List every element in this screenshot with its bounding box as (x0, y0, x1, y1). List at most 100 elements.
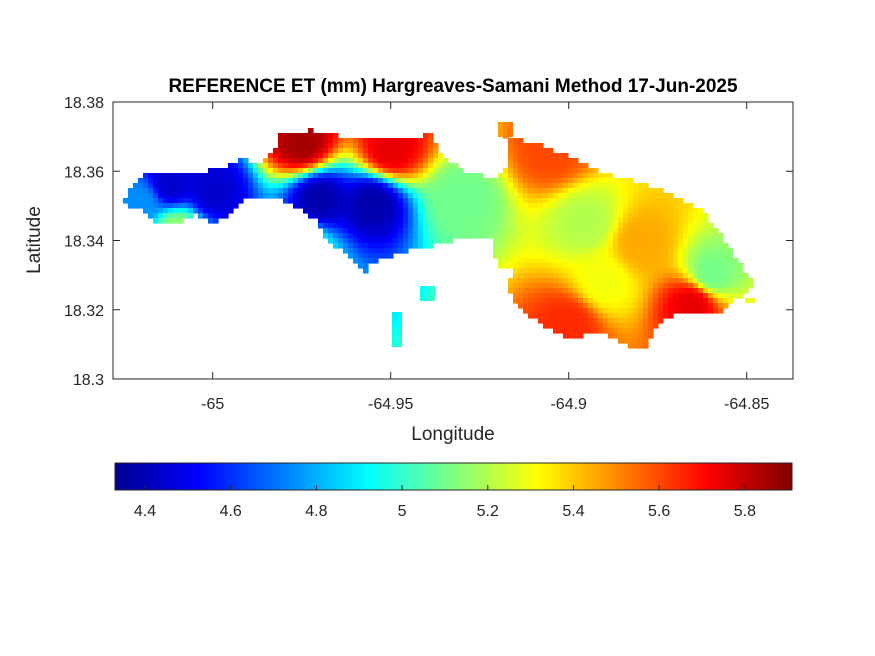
heatmap-cell (528, 228, 534, 234)
heatmap-cell (498, 213, 504, 219)
heatmap-cell (528, 238, 534, 244)
heatmap-cell (393, 158, 399, 164)
heatmap-cell (528, 143, 534, 149)
heatmap-cell (673, 218, 679, 224)
heatmap-cell (423, 148, 429, 154)
x-tick-label: -64.9 (550, 396, 587, 413)
heatmap-cell (163, 203, 169, 209)
heatmap-cell (563, 233, 569, 239)
heatmap-cell (523, 283, 529, 289)
heatmap-cell (188, 183, 194, 189)
heatmap-cell (358, 153, 364, 159)
heatmap-cell (723, 283, 729, 289)
heatmap-cell (708, 283, 714, 289)
heatmap-cell (278, 138, 284, 144)
heatmap-cell (593, 253, 599, 259)
heatmap-cell (548, 238, 554, 244)
heatmap-cell (723, 293, 729, 299)
heatmap-cell (668, 233, 674, 239)
heatmap-cell (348, 143, 354, 149)
heatmap-cell (568, 223, 574, 229)
heatmap-cell (598, 243, 604, 249)
heatmap-cell (508, 183, 514, 189)
heatmap-cell (568, 268, 574, 274)
heatmap-cell (508, 122, 513, 127)
heatmap-cell (433, 223, 439, 229)
heatmap-cell (323, 158, 329, 164)
heatmap-cell (158, 208, 164, 214)
heatmap-cell (428, 213, 434, 219)
heatmap-cell (308, 168, 314, 174)
heatmap-cell (618, 338, 624, 344)
heatmap-cell (493, 198, 499, 204)
heatmap-cell (558, 198, 564, 204)
heatmap-cell (543, 148, 549, 154)
heatmap-cell (648, 288, 654, 294)
heatmap-cell (643, 233, 649, 239)
heatmap-cell (328, 233, 334, 239)
heatmap-cell (593, 198, 599, 204)
heatmap-cell (558, 313, 564, 319)
heatmap-cell (608, 258, 614, 264)
heatmap-cell (513, 258, 519, 264)
heatmap-cell (523, 193, 529, 199)
heatmap-cell (548, 248, 554, 254)
heatmap-cell (633, 273, 639, 279)
heatmap-cell (538, 198, 544, 204)
heatmap-cell (333, 193, 339, 199)
heatmap-cell (543, 273, 549, 279)
heatmap-cell (373, 218, 379, 224)
heatmap-cell (263, 158, 269, 164)
heatmap-cell (478, 198, 484, 204)
heatmap-cell (623, 333, 629, 339)
heatmap-cell (553, 303, 559, 309)
heatmap-cell (268, 193, 274, 199)
heatmap-cell (398, 138, 404, 144)
heatmap-cell (233, 163, 239, 169)
heatmap-cell (397, 327, 402, 332)
heatmap-cell (643, 338, 649, 344)
heatmap-cell (303, 208, 309, 214)
heatmap-cell (438, 198, 444, 204)
heatmap-cell (308, 198, 314, 204)
heatmap-cell (528, 223, 534, 229)
heatmap-cell (713, 258, 719, 264)
heatmap-cell (433, 208, 439, 214)
heatmap-cell (383, 163, 389, 169)
heatmap-cell (668, 218, 674, 224)
heatmap-cell (673, 303, 679, 309)
heatmap-cell (618, 188, 624, 194)
heatmap-cell (433, 148, 439, 154)
heatmap-cell (263, 183, 269, 189)
heatmap-cell (363, 268, 369, 274)
heatmap-cell (253, 193, 259, 199)
heatmap-cell (423, 213, 429, 219)
heatmap-cell (568, 198, 574, 204)
heatmap-cell (333, 228, 339, 234)
heatmap-cell (383, 168, 389, 174)
heatmap-cell (683, 223, 689, 229)
heatmap-cell (738, 263, 744, 269)
heatmap-cell (678, 243, 684, 249)
heatmap-cell (513, 253, 519, 259)
heatmap-cell (373, 208, 379, 214)
heatmap-cell (428, 198, 434, 204)
heatmap-cell (178, 218, 184, 224)
heatmap-cell (528, 163, 534, 169)
heatmap-cell (618, 278, 624, 284)
heatmap-cell (578, 243, 584, 249)
heatmap-cell (358, 168, 364, 174)
heatmap-cell (458, 218, 464, 224)
heatmap-cell (268, 153, 274, 159)
heatmap-cell (668, 208, 674, 214)
heatmap-cell (598, 228, 604, 234)
heatmap-cell (573, 253, 579, 259)
heatmap-cell (648, 218, 654, 224)
heatmap-cell (693, 298, 699, 304)
heatmap-cell (543, 298, 549, 304)
heatmap-cell (303, 158, 309, 164)
heatmap-cell (173, 218, 179, 224)
heatmap-cell (288, 163, 294, 169)
heatmap-cell (448, 178, 454, 184)
heatmap-cell (618, 248, 624, 254)
